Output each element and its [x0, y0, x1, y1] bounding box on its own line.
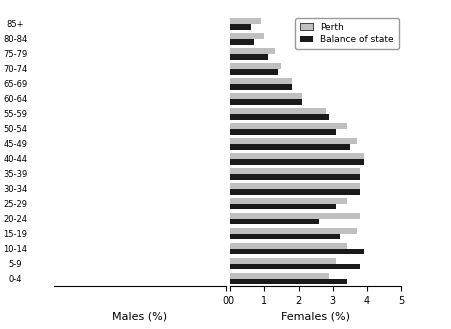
Bar	[230, 123, 346, 129]
Bar	[230, 234, 340, 240]
Bar	[226, 189, 301, 194]
Bar	[226, 279, 332, 285]
Bar	[226, 108, 318, 114]
Bar	[226, 228, 345, 234]
Bar	[226, 78, 284, 84]
Bar	[230, 138, 357, 144]
Bar	[226, 159, 359, 164]
Bar	[230, 228, 357, 234]
Bar	[230, 48, 275, 54]
Bar	[230, 114, 329, 119]
Bar	[226, 234, 263, 240]
Bar	[230, 108, 326, 114]
Bar	[230, 279, 346, 285]
Bar	[226, 153, 339, 159]
Bar	[226, 99, 260, 105]
Bar	[230, 243, 346, 249]
X-axis label: Males (%): Males (%)	[112, 312, 167, 321]
Bar	[230, 84, 292, 89]
Bar	[226, 138, 335, 144]
Bar	[230, 93, 302, 99]
Bar	[226, 258, 322, 264]
Bar	[230, 33, 264, 39]
Bar	[230, 129, 336, 135]
Bar	[230, 54, 268, 60]
Bar	[230, 153, 364, 159]
Bar	[230, 78, 292, 84]
Bar	[226, 123, 328, 129]
Bar	[230, 24, 251, 30]
Bar	[226, 33, 246, 39]
Bar	[226, 114, 270, 119]
Bar	[226, 24, 239, 30]
Bar	[230, 273, 329, 279]
Bar	[226, 243, 335, 249]
Legend: Perth, Balance of state: Perth, Balance of state	[295, 18, 399, 49]
Bar	[226, 204, 284, 210]
Bar	[230, 174, 360, 180]
Bar	[226, 249, 356, 254]
Bar	[230, 18, 261, 24]
Bar	[226, 183, 345, 189]
Bar	[230, 183, 360, 189]
Bar	[230, 249, 364, 254]
Bar	[226, 264, 356, 269]
Bar	[226, 273, 325, 279]
Bar	[226, 168, 345, 174]
Bar	[226, 84, 270, 89]
Bar	[230, 213, 360, 219]
Bar	[230, 189, 360, 194]
X-axis label: Females (%): Females (%)	[281, 312, 350, 321]
Bar	[230, 204, 336, 210]
Bar	[226, 174, 311, 180]
Bar	[226, 93, 294, 99]
Bar	[230, 168, 360, 174]
Bar	[230, 258, 336, 264]
Bar	[230, 39, 254, 45]
Bar	[230, 198, 346, 204]
Bar	[226, 18, 236, 24]
Bar	[230, 144, 350, 150]
Bar	[226, 213, 345, 219]
Bar	[226, 129, 270, 135]
Bar	[226, 219, 273, 224]
Bar	[230, 99, 302, 105]
Bar	[230, 159, 364, 164]
Bar	[230, 63, 281, 69]
Bar	[230, 69, 278, 75]
Bar	[226, 39, 243, 45]
Bar	[226, 69, 260, 75]
Bar	[230, 219, 319, 224]
Bar	[226, 63, 270, 69]
Bar	[230, 264, 360, 269]
Bar	[226, 198, 339, 204]
Bar	[226, 54, 253, 60]
Bar	[226, 48, 260, 54]
Bar	[226, 144, 281, 150]
